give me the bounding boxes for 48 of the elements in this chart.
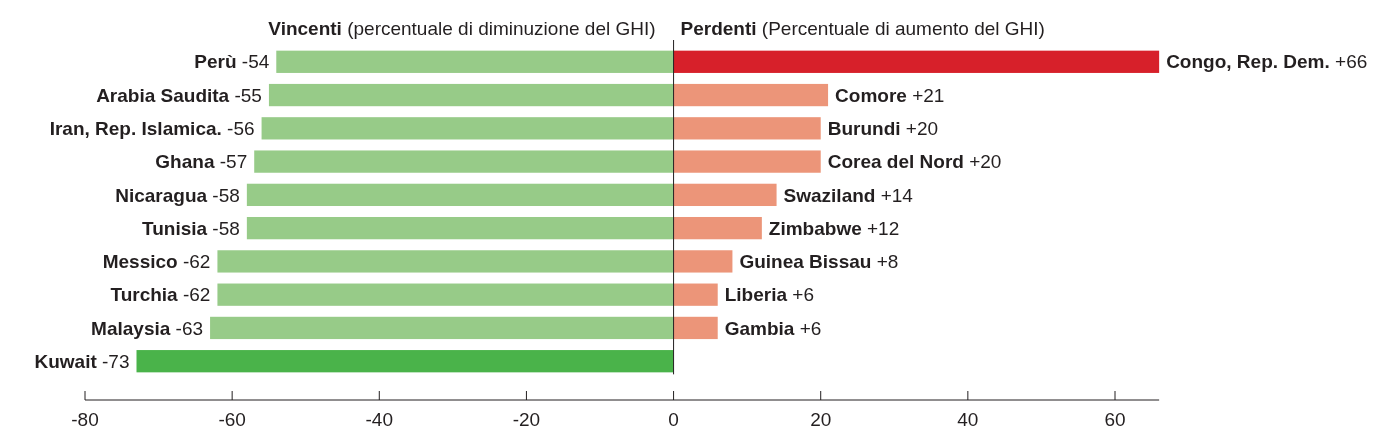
bar [673, 216, 762, 240]
series-label: Vincenti (percentuale di diminuzione del GHI) [268, 17, 656, 39]
bar [217, 250, 674, 273]
data-label: Nicaragua -58 [115, 184, 240, 206]
bar [673, 117, 821, 140]
bar [673, 316, 718, 340]
data-label: Congo, Rep. Dem. +66 [1166, 51, 1368, 73]
x-tick-label: 0 [668, 409, 679, 430]
data-label: Iran, Rep. Islamica. -56 [49, 117, 255, 139]
bar [136, 350, 674, 373]
bar [673, 150, 821, 173]
bar [673, 250, 733, 273]
x-tick-label: 60 [1104, 409, 1126, 430]
bar [673, 50, 1160, 73]
data-label: Corea del Nord +20 [827, 151, 1002, 173]
data-label: Comore +21 [835, 84, 945, 106]
data-label: Kuwait -73 [34, 350, 130, 372]
data-label: Perù -54 [194, 51, 270, 73]
data-label: Arabia Saudita -55 [96, 84, 262, 106]
data-label: Malaysia -63 [91, 317, 204, 339]
x-tick-label: -60 [218, 409, 246, 430]
bar [276, 50, 674, 73]
x-tick-label: -80 [71, 409, 99, 430]
bar [673, 83, 829, 107]
bar [217, 283, 674, 306]
data-label: Burundi +20 [827, 117, 939, 139]
series-label: Perdenti (Percentuale di aumento del GHI) [680, 17, 1045, 39]
x-tick-label: 20 [810, 409, 832, 430]
bar [673, 183, 777, 207]
data-label: Tunisia -58 [142, 217, 240, 239]
bar [246, 216, 674, 240]
data-label: Ghana -57 [155, 151, 248, 173]
data-label: Zimbabwe +12 [768, 217, 900, 239]
bar [268, 83, 674, 107]
x-tick-label: -40 [365, 409, 394, 430]
data-label: Swaziland +14 [783, 184, 914, 206]
data-label: Turchia -62 [110, 284, 211, 306]
bar [261, 117, 674, 140]
bar [254, 150, 674, 173]
bar [673, 283, 718, 306]
x-tick-label: -20 [512, 409, 541, 430]
data-label: Guinea Bissau +8 [739, 251, 899, 273]
data-label: Gambia +6 [724, 317, 822, 339]
x-tick-label: 40 [957, 409, 979, 430]
data-label: Messico -62 [102, 251, 211, 273]
bar [210, 316, 674, 340]
bar [246, 183, 674, 207]
data-label: Liberia +6 [724, 284, 814, 306]
